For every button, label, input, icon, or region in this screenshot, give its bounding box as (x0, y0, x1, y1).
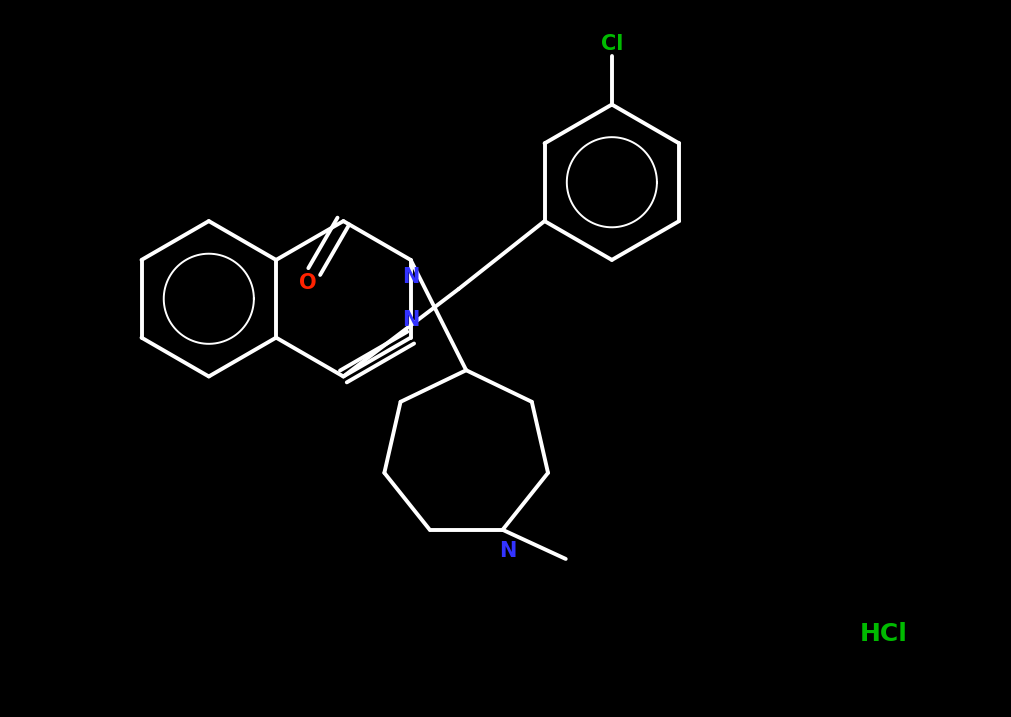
Text: HCl: HCl (859, 622, 907, 646)
Text: N: N (498, 541, 516, 561)
Text: Cl: Cl (601, 34, 623, 54)
Text: O: O (298, 273, 316, 293)
Text: N: N (401, 267, 419, 288)
Text: N: N (401, 310, 419, 330)
